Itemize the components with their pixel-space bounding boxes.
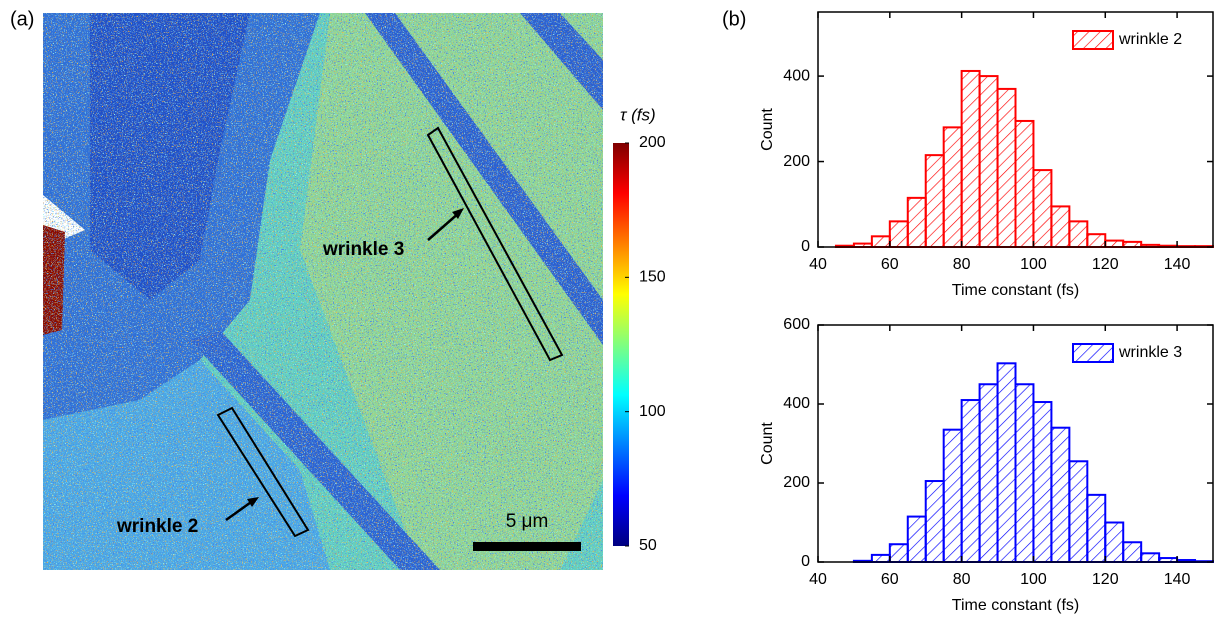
axes-frame (817, 324, 1214, 563)
y-axis-label: Count (759, 108, 776, 151)
bar (1122, 240, 1143, 248)
bar (960, 399, 981, 563)
bar (996, 362, 1017, 563)
y-tick-label: 600 (783, 316, 810, 333)
axes-frame (817, 11, 1214, 248)
colorbar-label: τ (fs) (620, 105, 656, 124)
annotation: wrinkle 2 (116, 516, 198, 537)
y-tick-label: 0 (801, 238, 810, 255)
legend-label: wrinkle 3 (1118, 344, 1182, 361)
colorbar-tick-label: 100 (639, 403, 666, 420)
y-tick-label: 400 (783, 395, 810, 412)
x-tick-label: 140 (1164, 571, 1191, 588)
bar (996, 87, 1017, 248)
bar (1068, 220, 1089, 248)
bar (1032, 401, 1053, 563)
bar (906, 515, 927, 564)
bar (1122, 541, 1143, 563)
y-tick-label: 0 (801, 553, 810, 570)
legend-swatch (1072, 343, 1114, 363)
bar (906, 196, 927, 248)
x-tick-label: 100 (1020, 256, 1047, 273)
scale-bar-label: 5 μm (506, 511, 549, 532)
x-tick-label: 120 (1092, 256, 1119, 273)
x-tick-label: 120 (1092, 571, 1119, 588)
y-tick-label: 200 (783, 153, 810, 170)
legend-label: wrinkle 2 (1118, 31, 1182, 48)
bar (942, 428, 963, 563)
x-tick-label: 40 (809, 256, 827, 273)
colorbar (613, 143, 629, 546)
x-tick-label: 80 (953, 571, 971, 588)
x-tick-label: 100 (1020, 571, 1047, 588)
y-axis-label: Count (759, 422, 776, 465)
bar (924, 480, 945, 563)
bar (870, 235, 891, 248)
x-tick-label: 60 (881, 571, 899, 588)
x-axis-label: Time constant (fs) (952, 282, 1079, 299)
annotation: wrinkle 3 (322, 239, 404, 260)
bar (942, 126, 963, 248)
colorbar-tick-label: 50 (639, 537, 657, 554)
x-tick-label: 140 (1164, 256, 1191, 273)
bar (978, 75, 999, 248)
bar (1014, 383, 1035, 563)
bar (978, 383, 999, 563)
bar (924, 154, 945, 249)
colorbar-tick-label: 200 (639, 134, 666, 151)
map-image (43, 13, 603, 570)
bar (888, 543, 909, 563)
bar (1104, 239, 1125, 249)
bar (1086, 233, 1107, 249)
bar (1140, 552, 1161, 563)
bar (1050, 426, 1071, 564)
bar (870, 553, 891, 564)
bar (1104, 521, 1125, 563)
bar (1014, 119, 1035, 248)
x-tick-label: 80 (953, 256, 971, 273)
panel-label: (a) (10, 8, 34, 30)
y-tick-label: 200 (783, 474, 810, 491)
x-tick-label: 60 (881, 256, 899, 273)
y-tick-label: 400 (783, 67, 810, 84)
x-tick-label: 40 (809, 571, 827, 588)
bar (1068, 460, 1089, 563)
bar (1050, 205, 1071, 248)
x-axis-label: Time constant (fs) (952, 597, 1079, 614)
panel-label: (b) (722, 8, 746, 30)
bar (1032, 169, 1053, 248)
colorbar-tick-label: 150 (639, 269, 666, 286)
bar (960, 69, 981, 248)
bar (1086, 493, 1107, 564)
bar (888, 220, 909, 248)
legend-swatch (1072, 30, 1114, 50)
